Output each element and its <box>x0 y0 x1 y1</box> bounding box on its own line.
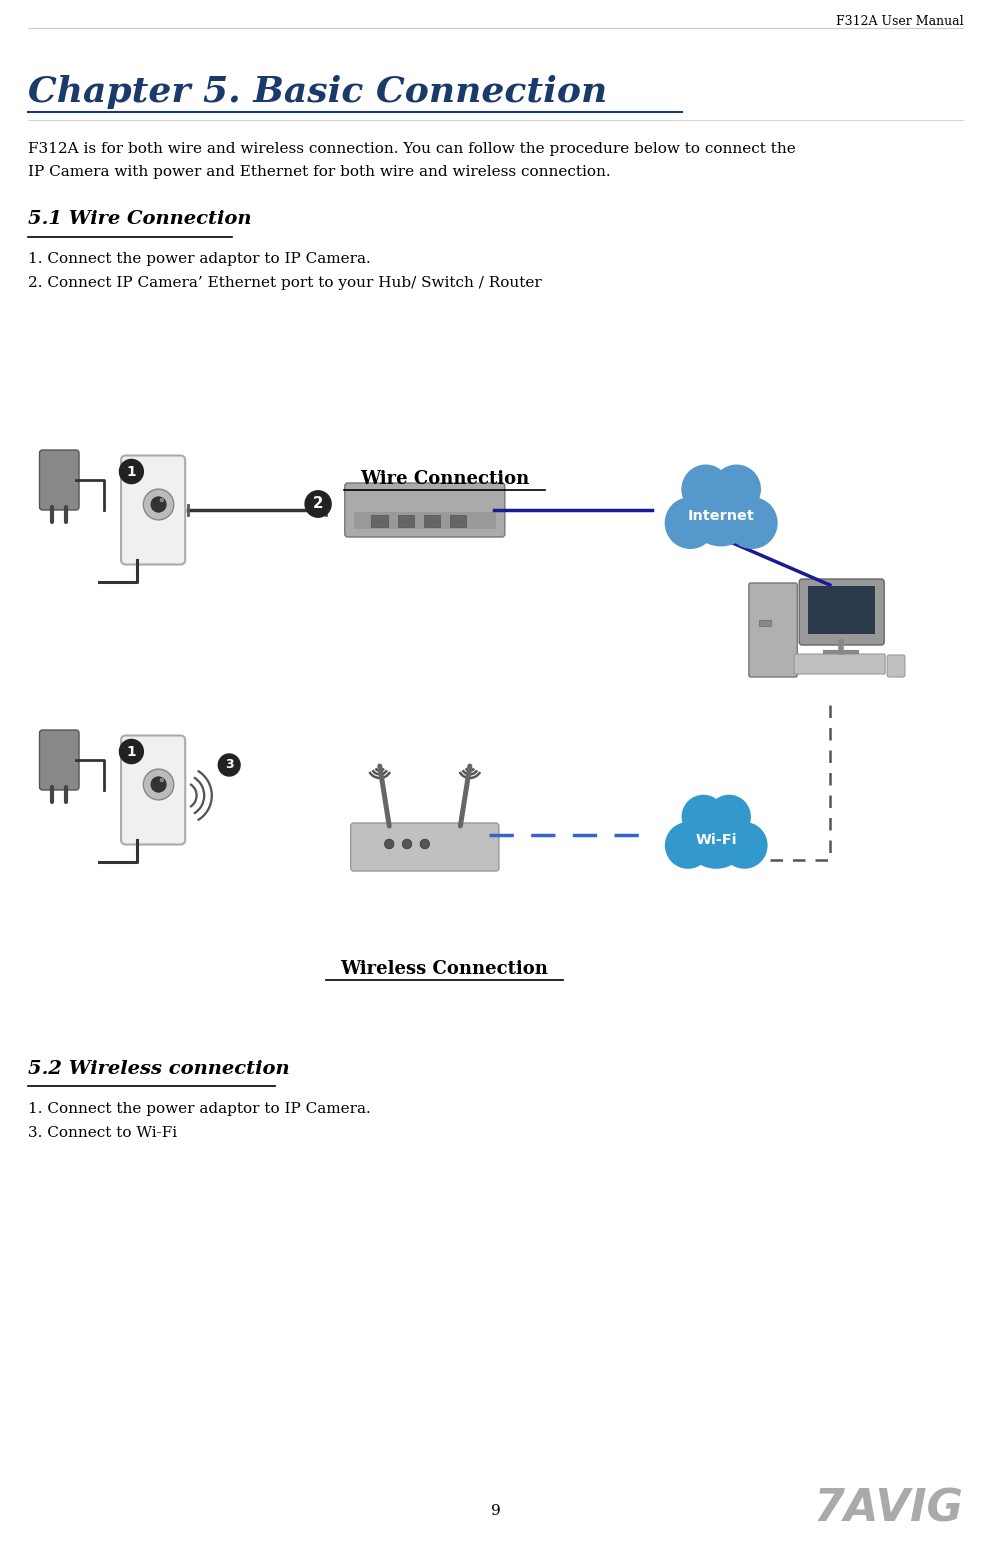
FancyBboxPatch shape <box>758 621 770 625</box>
Circle shape <box>151 777 166 792</box>
Text: 5.2 Wireless connection: 5.2 Wireless connection <box>28 1061 289 1078</box>
Text: IP Camera with power and Ethernet for both wire and wireless connection.: IP Camera with power and Ethernet for bo… <box>28 165 609 179</box>
FancyBboxPatch shape <box>808 587 875 635</box>
Text: Chapter 5. Basic Connection: Chapter 5. Basic Connection <box>28 76 606 110</box>
Circle shape <box>402 840 412 849</box>
Circle shape <box>119 460 143 483</box>
FancyBboxPatch shape <box>121 735 185 845</box>
FancyBboxPatch shape <box>39 730 79 791</box>
Text: Wire Connection: Wire Connection <box>360 469 529 488</box>
Text: Wi-Fi: Wi-Fi <box>694 834 736 848</box>
Text: Wireless Connection: Wireless Connection <box>341 960 548 977</box>
Circle shape <box>151 497 166 513</box>
FancyBboxPatch shape <box>799 579 884 645</box>
Text: 1. Connect the power adaptor to IP Camera.: 1. Connect the power adaptor to IP Camer… <box>28 252 370 266</box>
Text: F312A User Manual: F312A User Manual <box>835 15 962 28</box>
Circle shape <box>143 769 173 800</box>
Text: 1: 1 <box>126 465 136 479</box>
Circle shape <box>682 801 748 869</box>
Circle shape <box>680 465 729 514</box>
Circle shape <box>143 489 173 520</box>
FancyBboxPatch shape <box>449 514 466 527</box>
Text: 3. Connect to Wi-Fi: 3. Connect to Wi-Fi <box>28 1126 176 1139</box>
FancyBboxPatch shape <box>351 823 498 871</box>
Circle shape <box>305 491 331 517</box>
Text: 5.1 Wire Connection: 5.1 Wire Connection <box>28 210 251 229</box>
FancyBboxPatch shape <box>748 584 797 676</box>
Circle shape <box>159 497 164 502</box>
Circle shape <box>218 753 239 777</box>
FancyBboxPatch shape <box>423 514 440 527</box>
FancyBboxPatch shape <box>39 449 79 510</box>
Circle shape <box>720 821 767 869</box>
Circle shape <box>119 740 143 764</box>
Circle shape <box>684 474 757 547</box>
Circle shape <box>681 795 724 838</box>
Text: F312A is for both wire and wireless connection. You can follow the procedure bel: F312A is for both wire and wireless conn… <box>28 142 795 156</box>
Circle shape <box>711 465 761 514</box>
FancyBboxPatch shape <box>397 514 414 527</box>
FancyBboxPatch shape <box>794 655 885 675</box>
FancyBboxPatch shape <box>354 513 495 530</box>
Text: Internet: Internet <box>687 510 754 523</box>
Circle shape <box>420 840 429 849</box>
Circle shape <box>664 821 710 869</box>
Circle shape <box>384 840 394 849</box>
Circle shape <box>664 497 715 550</box>
FancyBboxPatch shape <box>121 455 185 565</box>
Text: 1. Connect the power adaptor to IP Camera.: 1. Connect the power adaptor to IP Camer… <box>28 1102 370 1116</box>
Circle shape <box>159 778 164 783</box>
Circle shape <box>706 795 750 838</box>
Text: 9: 9 <box>491 1504 500 1518</box>
FancyBboxPatch shape <box>345 483 504 537</box>
Text: 7AVIG: 7AVIG <box>813 1487 962 1530</box>
Text: 1: 1 <box>126 744 136 758</box>
FancyBboxPatch shape <box>371 514 388 527</box>
Text: 3: 3 <box>224 758 233 772</box>
Text: 2. Connect IP Camera’ Ethernet port to your Hub/ Switch / Router: 2. Connect IP Camera’ Ethernet port to y… <box>28 276 541 290</box>
FancyBboxPatch shape <box>886 655 904 676</box>
Circle shape <box>725 497 777 550</box>
Text: 2: 2 <box>313 497 323 511</box>
